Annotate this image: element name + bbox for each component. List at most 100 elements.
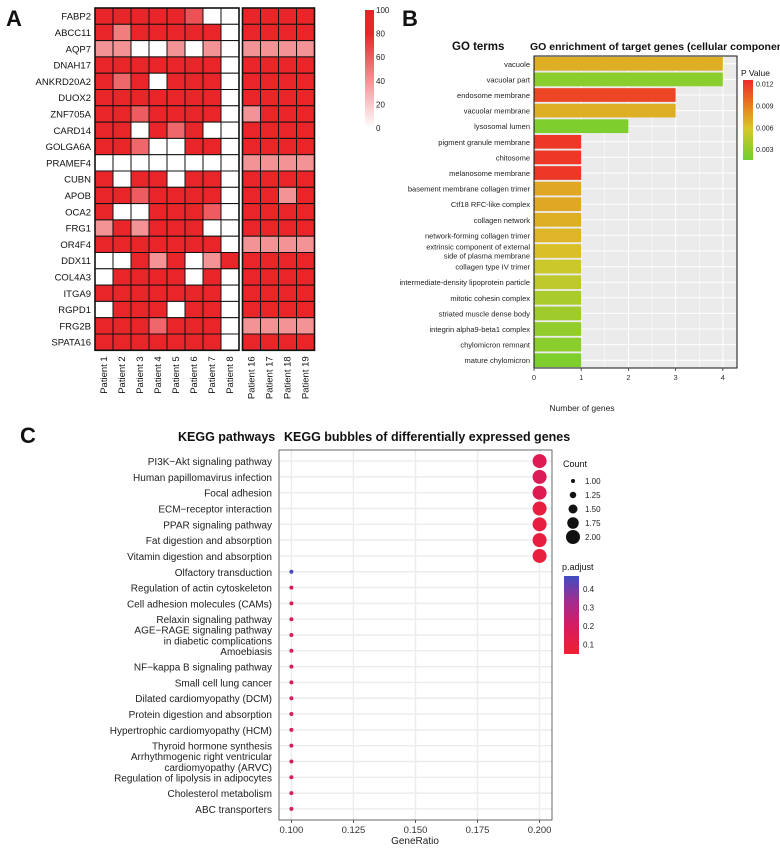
go-category-label: basement membrane collagen trimer xyxy=(408,185,531,194)
go-legend-tick: 0.006 xyxy=(756,125,774,132)
heatmap-cell xyxy=(94,121,114,139)
heatmap-cell xyxy=(94,203,114,221)
heatmap-cell xyxy=(184,235,204,253)
heatmap-cell xyxy=(130,219,150,237)
kegg-bubble xyxy=(289,664,294,669)
heatmap-cell xyxy=(296,186,315,205)
kegg-bubble xyxy=(289,743,294,748)
go-plot-background xyxy=(534,56,737,368)
kegg-pathway-label: Amoebiasis xyxy=(220,647,272,658)
go-category-label: network-forming collagen trimer xyxy=(425,231,531,240)
kegg-pathway-label: Protein digestion and absorption xyxy=(129,710,272,721)
heatmap-cell xyxy=(260,186,279,205)
kegg-padjust-tick: 0.3 xyxy=(583,604,595,613)
heatmap-row-label: OR4F4 xyxy=(60,240,91,251)
heatmap-cell xyxy=(260,72,279,90)
kegg-pathway-label: ECM−receptor interaction xyxy=(158,505,272,516)
heatmap-cell xyxy=(166,7,186,25)
heatmap-cell xyxy=(220,40,240,58)
heatmap-row-label: CARD14 xyxy=(54,126,92,137)
heatmap-cell xyxy=(184,252,204,270)
heatmap-cell xyxy=(148,268,168,286)
kegg-padjust-tick: 0.2 xyxy=(583,622,595,631)
heatmap-row-label: DNAH17 xyxy=(54,61,92,72)
heatmap-cell xyxy=(296,252,315,270)
go-category-label: endosome membrane xyxy=(457,91,530,100)
heatmap-cell xyxy=(202,72,222,90)
heatmap-cell xyxy=(112,219,132,237)
heatmap-cell xyxy=(220,333,240,351)
kegg-count-legend-dot xyxy=(571,479,575,483)
heatmap-cell xyxy=(202,300,222,319)
heatmap-cell xyxy=(130,72,150,90)
heatmap-row-label: GOLGA6A xyxy=(46,142,92,153)
heatmap-cell xyxy=(166,333,186,351)
go-bar xyxy=(534,88,676,102)
kegg-padjust-colorbar xyxy=(564,576,579,654)
go-bar xyxy=(534,103,676,118)
heatmap-cell xyxy=(260,154,279,172)
go-category-label: melanosome membrane xyxy=(449,169,530,178)
panel-b-go-enrichment: B GO terms GO enrichment of target genes… xyxy=(400,6,780,413)
kegg-pathway-label: in diabetic complications xyxy=(164,637,272,648)
heatmap-cell xyxy=(94,40,114,58)
heatmap-cell xyxy=(278,105,297,123)
heatmap-cell xyxy=(166,203,186,221)
heatmap-cell xyxy=(220,300,240,319)
heatmap-cell xyxy=(148,56,168,74)
heatmap-cell xyxy=(278,317,297,335)
kegg-bubble xyxy=(289,569,294,574)
go-legend-tick: 0.003 xyxy=(756,147,774,154)
kegg-padjust-legend-title: p.adjust xyxy=(562,562,594,572)
kegg-pathway-label: PI3K−Akt signaling pathway xyxy=(148,457,272,468)
heatmap-row-label: ABCC11 xyxy=(55,28,91,39)
heatmap-cell xyxy=(148,105,168,123)
heatmap-cell xyxy=(184,317,204,335)
heatmap-cell xyxy=(112,284,132,302)
heatmap-cell xyxy=(148,170,168,188)
kegg-pathway-label: Vitamin digestion and absorption xyxy=(127,552,272,563)
kegg-bubble xyxy=(289,648,294,653)
heatmap-cell xyxy=(184,89,204,107)
go-bar xyxy=(534,119,629,134)
go-category-label: vacuolar part xyxy=(487,75,531,84)
heatmap-cell xyxy=(112,170,132,188)
panel-label-b: B xyxy=(402,6,418,31)
heatmap-cell xyxy=(148,23,168,42)
heatmap-column-label: Patient 17 xyxy=(265,356,276,399)
heatmap-cell xyxy=(112,40,132,58)
kegg-bubble xyxy=(289,791,294,796)
heatmap-cell xyxy=(260,300,279,319)
heatmap-cell xyxy=(296,72,315,90)
kegg-count-legend-label: 1.25 xyxy=(585,491,601,500)
go-legend-tick: 0.012 xyxy=(756,82,774,89)
heatmap-cell xyxy=(166,137,186,156)
go-category-label: collagen network xyxy=(474,216,531,225)
heatmap-cell xyxy=(260,170,279,188)
heatmap-cell xyxy=(94,56,114,74)
heatmap-cell xyxy=(202,154,222,172)
go-x-axis-title: Number of genes xyxy=(549,403,614,413)
heatmap-cell xyxy=(166,268,186,286)
heatmap-row-label: OCA2 xyxy=(65,207,91,218)
heatmap-column-label: Patient 8 xyxy=(225,356,236,394)
heatmap-cell xyxy=(94,170,114,188)
heatmap-cell xyxy=(278,300,297,319)
heatmap-cell xyxy=(130,203,150,221)
go-side-title: GO terms xyxy=(452,41,504,53)
heatmap-cell xyxy=(202,105,222,123)
heatmap-cell xyxy=(94,154,114,172)
go-bar xyxy=(534,290,582,305)
heatmap-row-label: ZNF705A xyxy=(50,109,91,120)
go-bar xyxy=(534,275,582,290)
panel-label-c: C xyxy=(20,423,36,448)
heatmap-row-label: RGPD1 xyxy=(58,305,91,316)
heatmap-column-label: Patient 6 xyxy=(189,356,200,394)
heatmap-cell xyxy=(184,105,204,123)
heatmap-cell xyxy=(184,186,204,205)
heatmap-cell xyxy=(94,300,114,319)
heatmap-cell xyxy=(242,284,261,302)
heatmap-row-label: COL4A3 xyxy=(55,272,91,283)
kegg-bubble xyxy=(532,517,547,532)
kegg-pathway-label: Hypertrophic cardiomyopathy (HCM) xyxy=(110,726,272,737)
